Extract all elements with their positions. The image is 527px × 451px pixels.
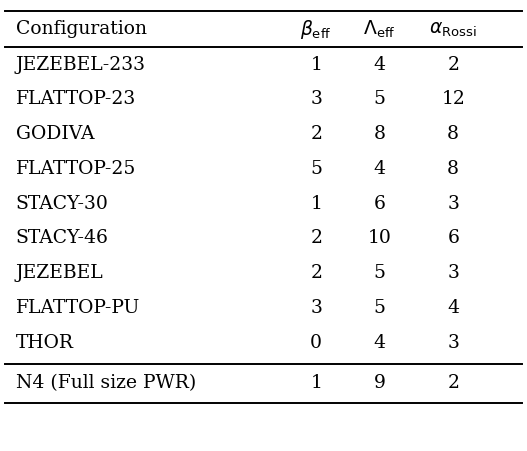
Text: 6: 6 bbox=[447, 230, 459, 247]
Text: Configuration: Configuration bbox=[16, 20, 147, 38]
Text: $\beta_{\mathrm{eff}}$: $\beta_{\mathrm{eff}}$ bbox=[300, 18, 332, 41]
Text: 9: 9 bbox=[374, 374, 385, 392]
Text: 1: 1 bbox=[310, 195, 322, 212]
Text: 4: 4 bbox=[447, 299, 459, 317]
Text: 5: 5 bbox=[374, 91, 385, 108]
Text: 4: 4 bbox=[374, 56, 385, 74]
Text: 3: 3 bbox=[310, 299, 322, 317]
Text: FLATTOP-PU: FLATTOP-PU bbox=[16, 299, 140, 317]
Text: 2: 2 bbox=[310, 230, 322, 247]
Text: 3: 3 bbox=[310, 91, 322, 108]
Text: 4: 4 bbox=[374, 160, 385, 178]
Text: 3: 3 bbox=[447, 195, 459, 212]
Text: 3: 3 bbox=[447, 264, 459, 282]
Text: 2: 2 bbox=[310, 264, 322, 282]
Text: THOR: THOR bbox=[16, 334, 74, 351]
Text: 8: 8 bbox=[447, 160, 459, 178]
Text: JEZEBEL-233: JEZEBEL-233 bbox=[16, 56, 146, 74]
Text: 8: 8 bbox=[447, 125, 459, 143]
Text: 8: 8 bbox=[374, 125, 385, 143]
Text: 1: 1 bbox=[310, 56, 322, 74]
Text: 2: 2 bbox=[310, 125, 322, 143]
Text: 2: 2 bbox=[447, 56, 459, 74]
Text: FLATTOP-23: FLATTOP-23 bbox=[16, 91, 136, 108]
Text: GODIVA: GODIVA bbox=[16, 125, 94, 143]
Text: 5: 5 bbox=[374, 299, 385, 317]
Text: 3: 3 bbox=[447, 334, 459, 351]
Text: $\Lambda_{\mathrm{eff}}$: $\Lambda_{\mathrm{eff}}$ bbox=[363, 18, 396, 40]
Text: STACY-46: STACY-46 bbox=[16, 230, 109, 247]
Text: 6: 6 bbox=[374, 195, 385, 212]
Text: FLATTOP-25: FLATTOP-25 bbox=[16, 160, 136, 178]
Text: 0: 0 bbox=[310, 334, 322, 351]
Text: 4: 4 bbox=[374, 334, 385, 351]
Text: 12: 12 bbox=[441, 91, 465, 108]
Text: 2: 2 bbox=[447, 374, 459, 392]
Text: STACY-30: STACY-30 bbox=[16, 195, 109, 212]
Text: $\alpha_{\mathrm{Rossi}}$: $\alpha_{\mathrm{Rossi}}$ bbox=[430, 20, 477, 39]
Text: 10: 10 bbox=[367, 230, 392, 247]
Text: 5: 5 bbox=[374, 264, 385, 282]
Text: N4 (Full size PWR): N4 (Full size PWR) bbox=[16, 374, 196, 392]
Text: 5: 5 bbox=[310, 160, 322, 178]
Text: JEZEBEL: JEZEBEL bbox=[16, 264, 104, 282]
Text: 1: 1 bbox=[310, 374, 322, 392]
